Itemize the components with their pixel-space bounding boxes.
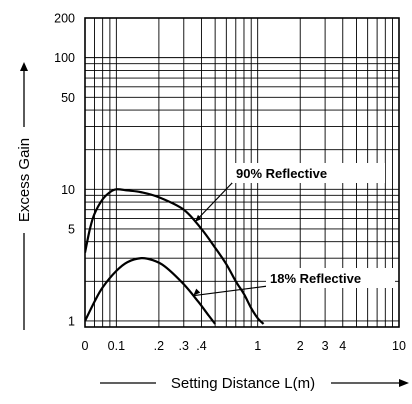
y-axis-title: Excess Gain: [16, 138, 33, 222]
y-tick-label: 10: [61, 183, 75, 197]
x-tick-label: 4: [339, 339, 346, 353]
x-axis-title: Setting Distance L(m): [171, 375, 315, 392]
series-label-2: 18% Reflective: [270, 271, 361, 286]
y-tick-label: 50: [61, 91, 75, 105]
x-tick-label: 2: [297, 339, 304, 353]
y-tick-label: 100: [54, 51, 75, 65]
series-layer: [85, 188, 265, 325]
x-tick-label: .4: [196, 339, 206, 353]
y-axis-arrowhead: [20, 62, 28, 71]
plot-frame: [84, 17, 400, 328]
x-tick-label: .2: [154, 339, 164, 353]
series-label-1: 90% Reflective: [236, 166, 327, 181]
annotation-label-bg: [266, 268, 395, 288]
x-axis-arrowhead: [399, 379, 409, 387]
y-axis-title-group: Excess Gain: [16, 62, 33, 330]
x-tick-label: 1: [254, 339, 261, 353]
x-tick-label: 0: [82, 339, 89, 353]
annotation-arrowhead: [194, 214, 202, 222]
x-tick-label: 10: [392, 339, 406, 353]
x-tick-label: 0.1: [108, 339, 125, 353]
x-tick-label: 3: [322, 339, 329, 353]
annotation-arrowhead: [193, 288, 201, 296]
x-axis-title-group: Setting Distance L(m): [100, 375, 409, 392]
series-line-1: [85, 188, 265, 325]
annotation-label-bg: [232, 163, 385, 183]
y-tick-label: 5: [68, 222, 75, 236]
annotation-leader: [194, 180, 235, 223]
annotation-leader: [193, 285, 269, 297]
x-tick-label: .3: [179, 339, 189, 353]
tick-layer: 0 0.1 .2 .3 .4 1 2 3 4 10 1 5 10 50 100 200: [54, 12, 406, 354]
y-tick-label: 200: [54, 12, 75, 26]
annotation-layer: 90% Reflective 18% Reflective: [193, 163, 395, 297]
y-tick-label: 1: [68, 314, 75, 328]
series-line-2: [85, 256, 217, 325]
